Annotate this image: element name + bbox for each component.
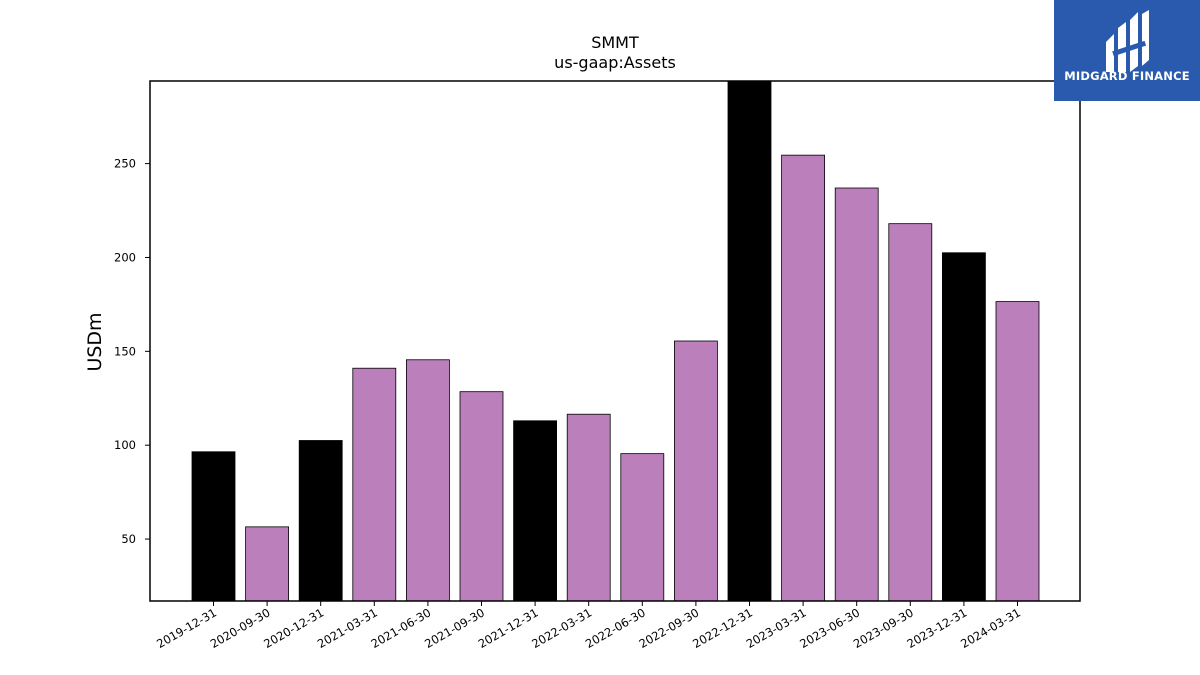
bar-2020-09-30 (245, 526, 290, 602)
chart-title: SMMT (591, 33, 639, 52)
x-tick-label: 2021-09-30 (422, 605, 487, 651)
bar-2021-03-31 (352, 367, 397, 602)
bar-2022-06-30 (620, 453, 665, 602)
bar-2022-12-31 (727, 80, 772, 602)
x-tick-label: 2022-03-31 (529, 605, 594, 651)
x-tick-label: 2020-09-30 (208, 605, 273, 651)
y-tick-label: 150 (114, 344, 136, 358)
y-tick-label: 50 (121, 532, 136, 546)
brand-name: MIDGARD FINANCE (1064, 69, 1190, 83)
midgard-logo-icon (1106, 10, 1149, 72)
bar-2022-09-30 (674, 340, 718, 602)
bar-2021-09-30 (459, 391, 504, 602)
y-tick-label: 100 (114, 438, 136, 452)
x-tick-label: 2023-06-30 (797, 605, 862, 651)
x-tick-label: 2021-06-30 (369, 605, 434, 651)
x-tick-label: 2019-12-31 (154, 605, 219, 651)
x-tick-label: 2022-12-31 (690, 605, 755, 651)
bar-2021-12-31 (513, 420, 557, 602)
y-axis-label: USDm (84, 312, 106, 371)
bar-2022-03-31 (566, 413, 611, 602)
bar-2024-03-31 (995, 301, 1040, 602)
x-tick-label: 2022-09-30 (637, 605, 702, 651)
plot-frame (149, 80, 1081, 602)
x-tick-label: 2022-06-30 (583, 605, 648, 651)
bar-2021-06-30 (405, 359, 450, 602)
bar-2019-12-31 (191, 451, 236, 602)
x-tick-label: 2021-03-31 (315, 605, 380, 651)
y-axis: 50 100 150 200 250 (114, 157, 150, 546)
brand-logo: MIDGARD FINANCE (1054, 0, 1200, 101)
bar-2023-03-31 (781, 154, 825, 602)
bars-group (191, 80, 1040, 602)
x-tick-label: 2023-12-31 (905, 605, 970, 651)
x-tick-label: 2020-12-31 (261, 605, 326, 651)
chart-subtitle: us-gaap:Assets (554, 53, 676, 72)
bar-2020-12-31 (298, 440, 343, 602)
bar-2023-12-31 (942, 252, 986, 602)
x-axis: 2019-12-312020-09-302020-12-312021-03-31… (154, 601, 1023, 651)
y-tick-label: 200 (114, 250, 136, 264)
y-tick-label: 250 (114, 157, 136, 171)
x-tick-label: 2021-12-31 (476, 605, 541, 651)
x-tick-label: 2023-03-31 (744, 605, 809, 651)
x-tick-label: 2023-09-30 (851, 605, 916, 651)
bar-2023-09-30 (888, 223, 933, 602)
x-tick-label: 2024-03-31 (958, 605, 1023, 651)
bar-2023-06-30 (834, 187, 879, 602)
